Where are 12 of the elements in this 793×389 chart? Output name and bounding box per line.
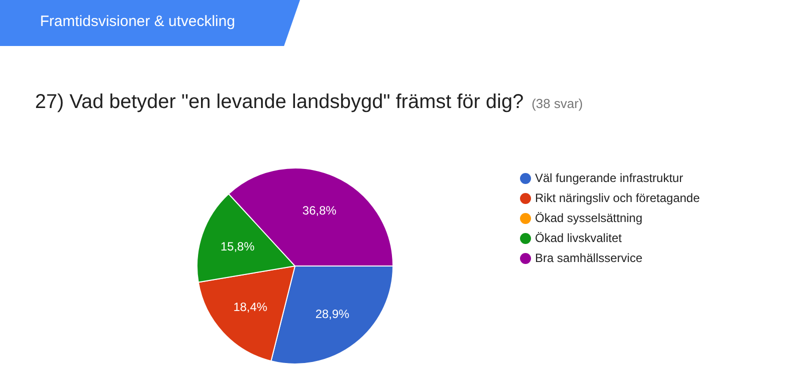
- legend-label: Väl fungerande infrastruktur: [535, 171, 684, 185]
- legend-label: Ökad sysselsättning: [535, 211, 642, 225]
- data-label: 28,9%: [315, 306, 350, 321]
- legend-label: Rikt näringsliv och företagande: [535, 191, 700, 205]
- chart-subtitle: (38 svar): [532, 96, 583, 111]
- chart-title: 27) Vad betyder "en levande landsbygd" främst för dig?: [35, 91, 524, 113]
- legend-label: Ökad livskvalitet: [535, 231, 622, 245]
- data-label: 18,4%: [233, 300, 268, 314]
- legend-label: Bra samhällsservice: [535, 251, 642, 265]
- data-label: 36,8%: [302, 203, 337, 218]
- data-label: 15,8%: [220, 239, 255, 254]
- text: Framtidsvisioner & utveckling: [40, 13, 236, 30]
